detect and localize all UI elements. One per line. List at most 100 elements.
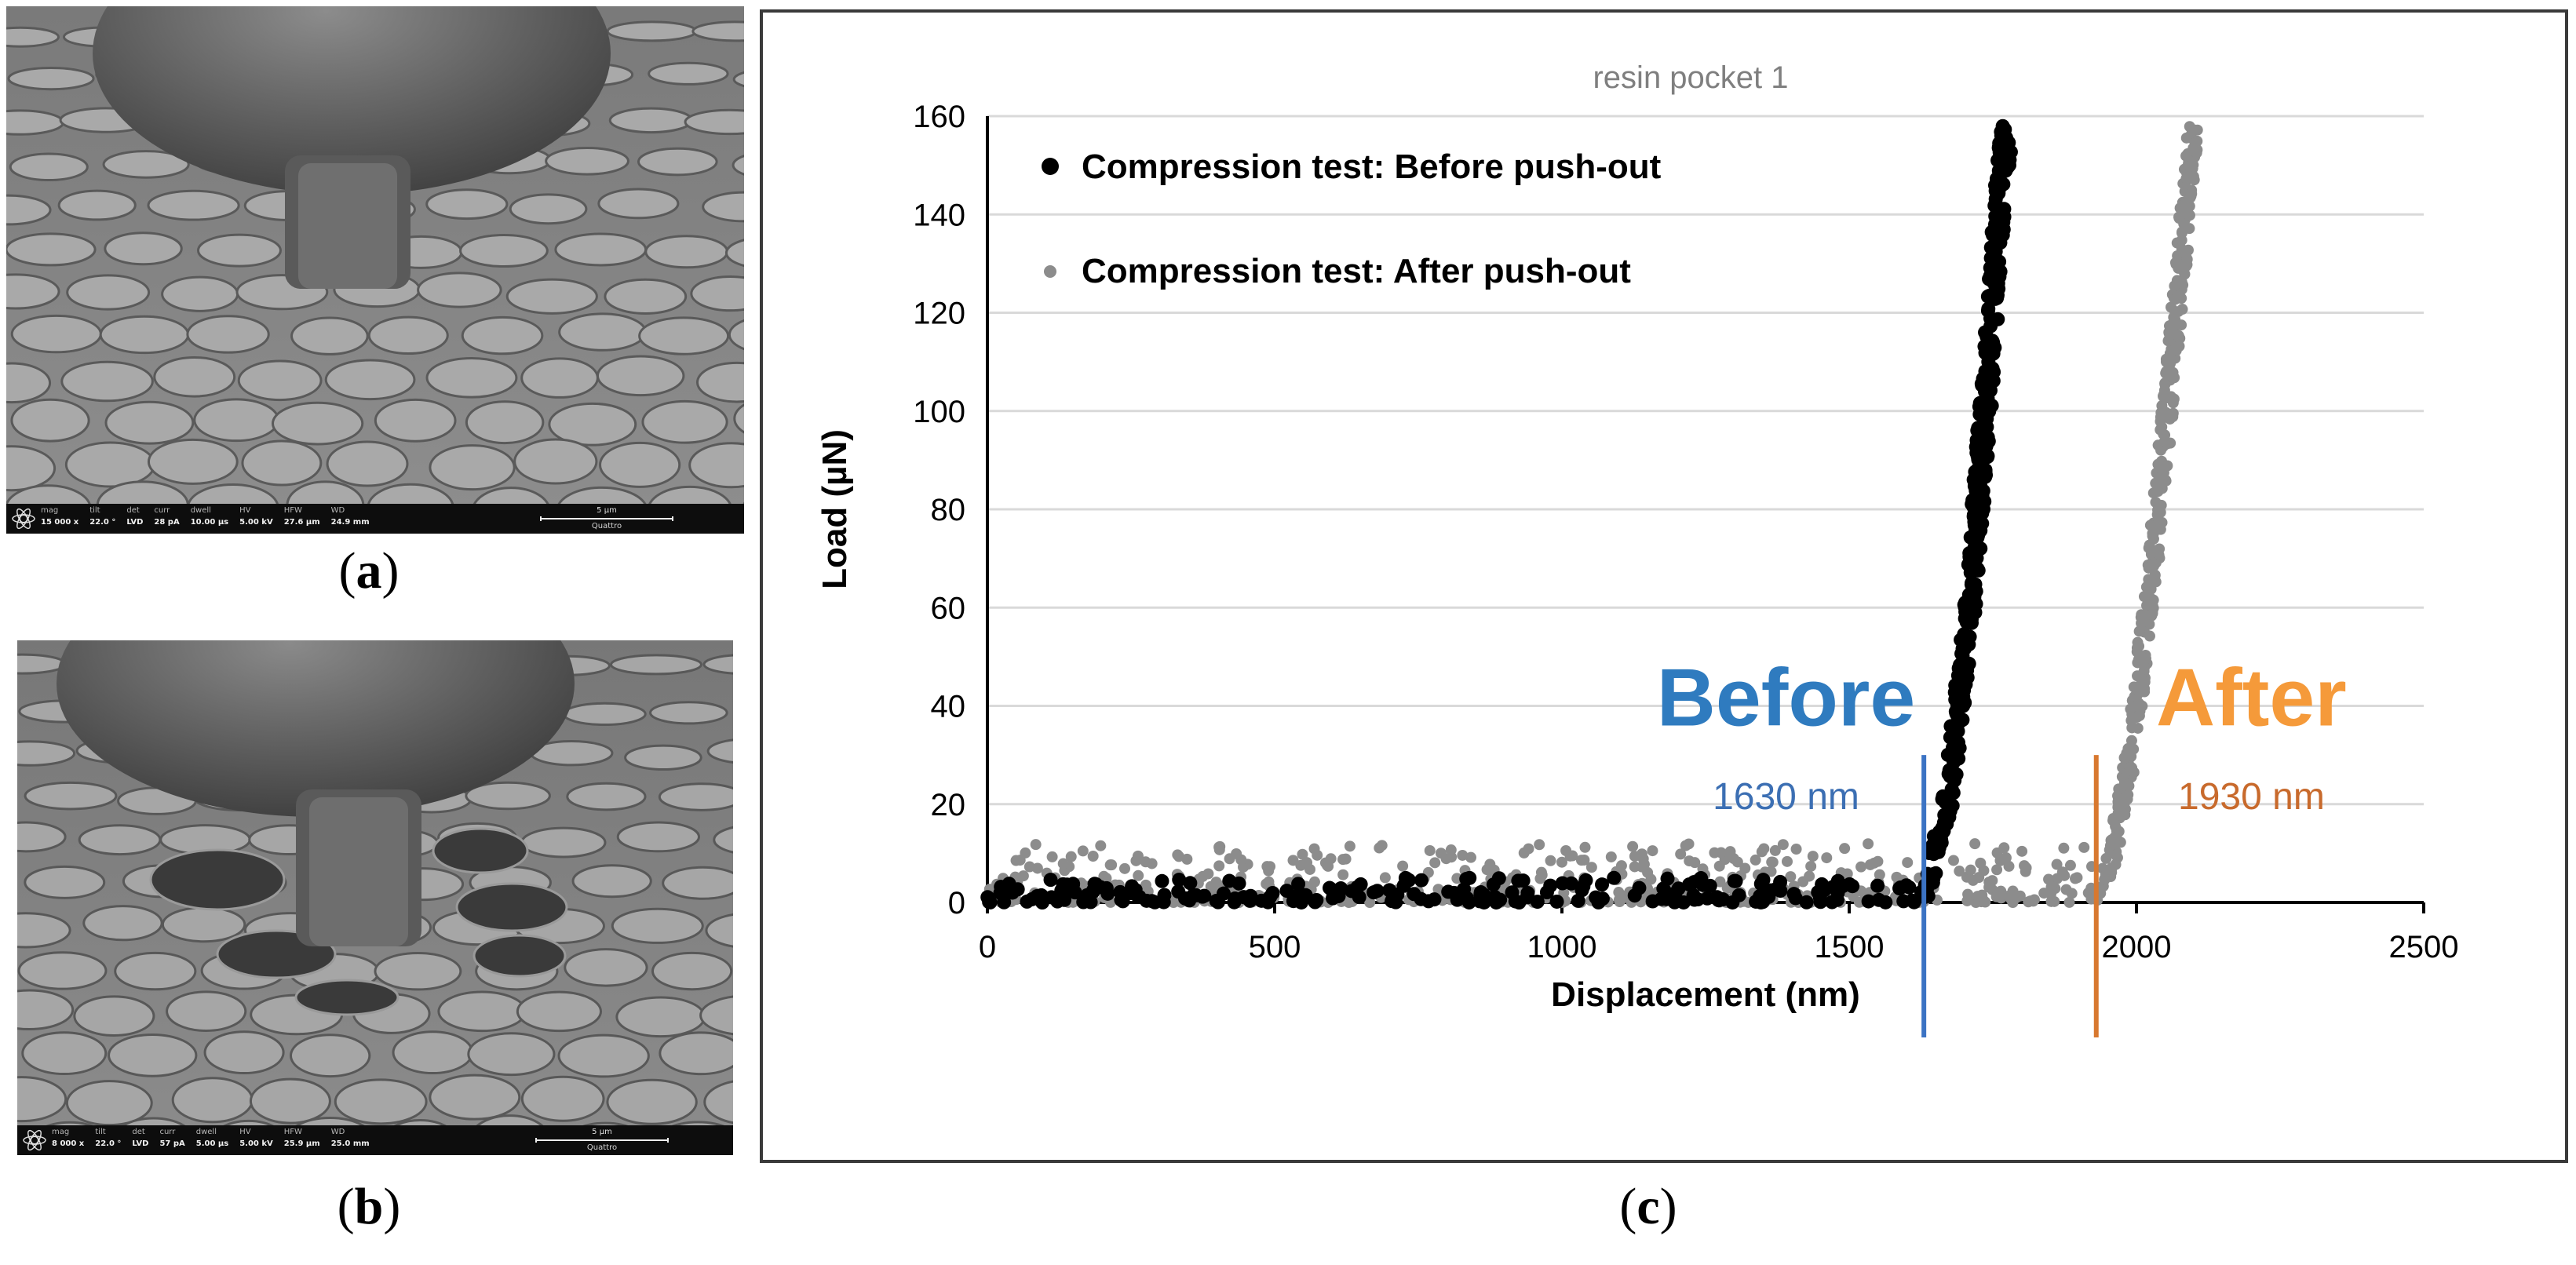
scatter-point bbox=[983, 895, 998, 910]
scatter-point bbox=[1595, 877, 1610, 892]
fiber-cross-section bbox=[713, 826, 733, 854]
scatter-point bbox=[2038, 888, 2050, 899]
scatter-point bbox=[1969, 445, 1984, 460]
scatter-point bbox=[1224, 853, 1235, 865]
scale-label: 5 µm bbox=[592, 1128, 612, 1136]
scatter-point bbox=[2169, 280, 2180, 292]
fiber-cross-section bbox=[24, 865, 106, 899]
sem-field-key: curr bbox=[159, 1128, 176, 1136]
scatter-point bbox=[2153, 549, 2165, 561]
scatter-point bbox=[1767, 856, 1779, 868]
scatter-point bbox=[1181, 853, 1193, 865]
legend-label: Compression test: After push-out bbox=[1082, 252, 1631, 290]
scatter-point bbox=[1980, 449, 1995, 464]
sem-field-key: HV bbox=[239, 1128, 251, 1136]
fiber-cross-section bbox=[102, 150, 190, 179]
scatter-point bbox=[1972, 891, 1983, 902]
scatter-point bbox=[1228, 891, 1242, 906]
load-displacement-chart: 0 500 1000 1500 2000 2500 0 20 40 60 80 100 120 140 16… bbox=[815, 60, 2458, 1037]
fiber-cross-section bbox=[615, 996, 706, 1038]
fiber-cross-section bbox=[690, 275, 744, 312]
scatter-point bbox=[1427, 892, 1442, 907]
scatter-point bbox=[1969, 432, 1984, 447]
x-tick-label: 1000 bbox=[1527, 930, 1597, 964]
scatter-point bbox=[1957, 683, 1972, 698]
scatter-point bbox=[2162, 335, 2174, 347]
scatter-point bbox=[1946, 771, 1961, 786]
instrument-logo-icon bbox=[23, 1129, 46, 1151]
fiber-cross-section bbox=[599, 441, 681, 488]
scatter-point bbox=[1980, 303, 1995, 318]
scatter-point bbox=[1465, 851, 1476, 863]
panel-label-b: (b) bbox=[337, 1178, 401, 1235]
fiber-cross-section bbox=[638, 316, 730, 355]
fiber-cross-section bbox=[662, 866, 733, 900]
scatter-point bbox=[1987, 291, 2002, 306]
scatter-point bbox=[1863, 838, 1874, 850]
scatter-point bbox=[2152, 486, 2164, 498]
fiber-cross-section bbox=[17, 989, 75, 1031]
scatter-point bbox=[1243, 888, 1258, 903]
scatter-point bbox=[1424, 844, 1436, 856]
fiber-cross-section bbox=[82, 905, 163, 942]
scatter-point bbox=[1564, 876, 1579, 891]
panel-label-c: (c) bbox=[1619, 1178, 1677, 1235]
fiber-cross-section bbox=[203, 1030, 285, 1075]
sem-info-bar-b: mag 8 000 x tilt 22.0 ° det LVD curr 57 pA d… bbox=[17, 1125, 733, 1155]
scatter-point bbox=[1689, 857, 1701, 869]
fiber-cross-section bbox=[24, 781, 118, 811]
scatter-point bbox=[1675, 848, 1687, 860]
fiber-cross-section bbox=[651, 951, 733, 991]
scatter-point bbox=[1807, 851, 1819, 862]
scatter-point bbox=[1235, 854, 1247, 866]
x-tick-label: 1500 bbox=[1815, 930, 1885, 964]
scatter-point bbox=[1390, 887, 1405, 902]
scatter-point bbox=[2145, 561, 2157, 573]
scatter-point bbox=[1485, 890, 1500, 905]
sem-field: HV 5.00 kV bbox=[239, 1128, 273, 1148]
fiber-cross-section bbox=[114, 951, 197, 991]
fiber-cross-section bbox=[417, 272, 502, 308]
scatter-point bbox=[1579, 841, 1591, 853]
scatter-point bbox=[1830, 873, 1845, 888]
instrument-logo-icon bbox=[12, 508, 35, 530]
scatter-point bbox=[1364, 896, 1376, 908]
fiber-cross-section bbox=[21, 1031, 108, 1076]
y-tick-label: 100 bbox=[913, 395, 965, 429]
scatter-point bbox=[1995, 221, 2010, 235]
fiber-cross-section bbox=[290, 1034, 371, 1078]
scatter-point bbox=[2078, 841, 2090, 853]
scatter-point bbox=[2126, 722, 2138, 734]
instrument-brand: Quattro bbox=[591, 522, 622, 530]
fiber-cross-section bbox=[7, 66, 95, 91]
fiber-cross-section bbox=[702, 654, 733, 675]
fiber-cross-section bbox=[702, 191, 744, 223]
scatter-point bbox=[1197, 888, 1212, 903]
fiber-cross-section bbox=[10, 314, 102, 354]
scatter-point bbox=[1366, 885, 1381, 900]
fiber-cross-section bbox=[241, 439, 323, 487]
sem-field-value: LVD bbox=[132, 1139, 149, 1148]
y-tick-label: 60 bbox=[931, 591, 966, 625]
fiber-cross-section bbox=[66, 274, 151, 311]
scatter-point bbox=[1686, 888, 1701, 902]
fiber-cross-section bbox=[429, 1074, 521, 1121]
scatter-point bbox=[2019, 860, 2031, 872]
scatter-point bbox=[1943, 730, 1958, 745]
scatter-point bbox=[1172, 873, 1187, 888]
scatter-point bbox=[1054, 883, 1069, 898]
scatter-point bbox=[2131, 712, 2143, 724]
fiber-cross-section bbox=[461, 315, 544, 355]
fiber-cross-section bbox=[73, 995, 155, 1037]
instrument-brand: Quattro bbox=[586, 1143, 618, 1152]
scatter-point bbox=[2176, 319, 2187, 331]
scatter-point bbox=[1518, 847, 1530, 859]
fiber-cross-section bbox=[17, 821, 67, 853]
scatter-point bbox=[1530, 895, 1545, 910]
fiber-cross-section bbox=[684, 108, 744, 136]
scatter-point bbox=[2119, 752, 2131, 764]
scatter-point bbox=[1931, 844, 1946, 859]
fiber-cross-section bbox=[57, 189, 137, 221]
scatter-point bbox=[1715, 847, 1727, 859]
scatter-point bbox=[1050, 894, 1065, 909]
